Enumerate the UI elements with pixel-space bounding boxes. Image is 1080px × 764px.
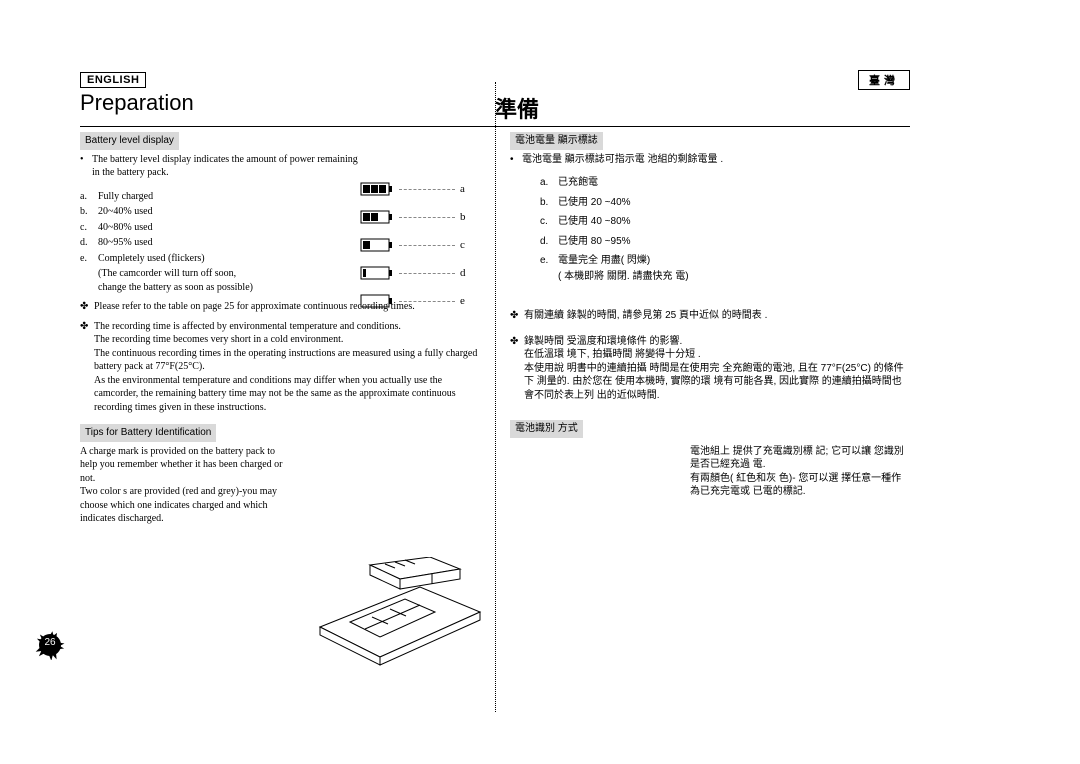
diag-label-e: e xyxy=(460,295,470,307)
note2a-zh: 在低溫環 境下, 拍攝時間 將變得十分短 . xyxy=(524,348,910,362)
tip2-zh: 有兩顏色( 紅色和灰 色)- 您可以選 擇任意一種作為已充完電或 已電的標記. xyxy=(690,472,910,499)
lvl-e-text-zh: 電量完全 用盡( 閃爍) xyxy=(558,254,650,268)
lvl-e-text: Completely used (flickers) xyxy=(98,252,205,266)
battery-charger-diagram xyxy=(310,557,490,672)
battery-icon-empty xyxy=(360,292,394,310)
manual-page: ENGLISH Preparation 臺灣 準備 Battery level … xyxy=(80,70,910,670)
diag-label-a: a xyxy=(460,183,470,195)
lvl-d-text-zh: 已使用 80 ~95% xyxy=(558,235,631,249)
lvl-c-text: 40~80% used xyxy=(98,221,153,235)
clover-icon: ✤ xyxy=(80,320,94,334)
subhead-battery-level-zh: 電池電量 顯示標誌 xyxy=(510,132,603,150)
header-right: 臺灣 準備 xyxy=(495,70,910,124)
column-divider xyxy=(495,82,496,712)
header-left: ENGLISH Preparation xyxy=(80,70,495,124)
lvl-d-text: 80~95% used xyxy=(98,236,153,250)
content-columns: Battery level display • The battery leve… xyxy=(80,127,910,526)
lang-label-zh: 臺灣 xyxy=(858,70,910,90)
clover-icon: ✤ xyxy=(80,300,94,314)
battery-icon-one xyxy=(360,236,394,254)
lvl-c-key-zh: c. xyxy=(540,215,558,229)
title-en: Preparation xyxy=(80,90,495,116)
lvl-e-sub-zh: ( 本機即將 關閉. 請盡快充 電) xyxy=(558,270,910,284)
lvl-c-key: c. xyxy=(80,221,98,235)
subhead-tips-zh: 電池識別 方式 xyxy=(510,420,583,438)
lvl-b-text-zh: 已使用 20 ~40% xyxy=(558,196,631,210)
lvl-a-text: Fully charged xyxy=(98,190,153,204)
tip2-en: Two color s are provided (red and grey)-… xyxy=(80,485,290,526)
clover-icon: ✤ xyxy=(510,335,524,349)
clover-icon: ✤ xyxy=(510,309,524,323)
lang-label-en: ENGLISH xyxy=(80,72,146,88)
subhead-tips-en: Tips for Battery Identification xyxy=(80,424,216,442)
lvl-e-key: e. xyxy=(80,252,98,266)
battery-icon-two xyxy=(360,208,394,226)
note2c-en: As the environmental temperature and con… xyxy=(94,374,480,415)
page-number-badge: 26 xyxy=(35,630,65,660)
note2-en: The recording time is affected by enviro… xyxy=(94,320,401,334)
note2-zh: 錄製時間 受溫度和環境條件 的影響. xyxy=(524,335,682,349)
note2b-en: The continuous recording times in the op… xyxy=(94,347,480,374)
intro-en: • The battery level display indicates th… xyxy=(80,153,360,180)
battery-icon-full xyxy=(360,180,394,198)
diag-label-d: d xyxy=(460,267,470,279)
tip1-en: A charge mark is provided on the battery… xyxy=(80,445,290,486)
battery-icon-low xyxy=(360,264,394,282)
lvl-d-key: d. xyxy=(80,236,98,250)
lvl-c-text-zh: 已使用 40 ~80% xyxy=(558,215,631,229)
lvl-b-text: 20~40% used xyxy=(98,205,153,219)
diag-label-c: c xyxy=(460,239,470,251)
lvl-e-key-zh: e. xyxy=(540,254,558,268)
lvl-e-sub1: (The camcorder will turn off soon, xyxy=(98,267,260,281)
level-list-en: a.Fully charged b.20~40% used c.40~80% u… xyxy=(80,190,260,295)
column-zh: 電池電量 顯示標誌 • 電池電量 顯示標誌可指示電 池組的剩餘電量 . a.已充… xyxy=(495,127,910,526)
intro-text-en: The battery level display indicates the … xyxy=(92,153,360,180)
bullet-icon: • xyxy=(80,153,92,180)
subhead-battery-level-en: Battery level display xyxy=(80,132,179,150)
title-zh: 準備 xyxy=(495,92,910,124)
level-list-zh: a.已充飽電 b.已使用 20 ~40% c.已使用 40 ~80% d.已使用… xyxy=(540,176,910,283)
lvl-a-text-zh: 已充飽電 xyxy=(558,176,598,190)
note2a-en: The recording time becomes very short in… xyxy=(94,333,480,347)
lvl-b-key: b. xyxy=(80,205,98,219)
battery-level-diagram: a b c d e xyxy=(360,175,470,325)
lvl-b-key-zh: b. xyxy=(540,196,558,210)
lvl-e-sub2: change the battery as soon as possible) xyxy=(98,281,260,295)
intro-text-zh: 電池電量 顯示標誌可指示電 池組的剩餘電量 . xyxy=(522,153,723,167)
intro-zh: • 電池電量 顯示標誌可指示電 池組的剩餘電量 . xyxy=(510,153,910,167)
lvl-a-key-zh: a. xyxy=(540,176,558,190)
lvl-a-key: a. xyxy=(80,190,98,204)
note1-zh: 有關連續 錄製的時間, 請參見第 25 頁中近似 的時間表 . xyxy=(524,309,767,323)
diag-label-b: b xyxy=(460,211,470,223)
page-number: 26 xyxy=(35,637,65,648)
lvl-d-key-zh: d. xyxy=(540,235,558,249)
note2b-zh: 本使用說 明書中的連續拍攝 時間是在使用完 全充飽電的電池, 且在 77°F(2… xyxy=(524,362,910,403)
tip1-zh: 電池組上 提供了充電識別標 記; 它可以讓 您識別是否已經充過 電. xyxy=(690,445,910,472)
bullet-icon: • xyxy=(510,153,522,167)
